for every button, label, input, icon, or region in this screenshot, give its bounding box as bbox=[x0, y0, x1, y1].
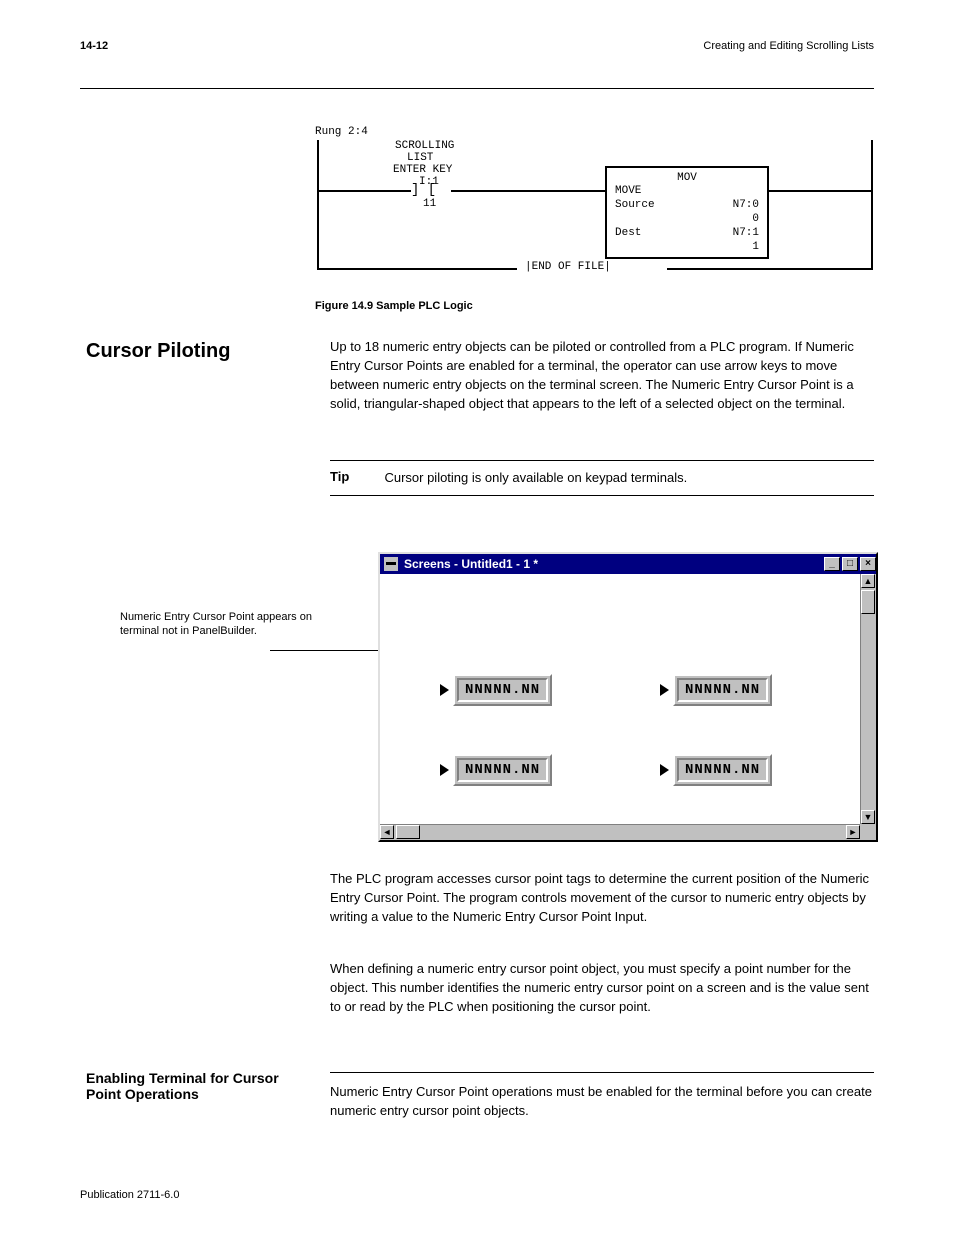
horizontal-scrollbar[interactable]: ◄ ► bbox=[380, 824, 860, 840]
section-body: Up to 18 numeric entry objects can be pi… bbox=[330, 338, 874, 413]
cursor-point-icon bbox=[440, 764, 449, 776]
minimize-button[interactable]: _ bbox=[824, 557, 840, 571]
mov-val: 1 bbox=[752, 241, 759, 253]
entry-field[interactable]: NNNNN.NN bbox=[677, 678, 768, 702]
end-of-file-label: |END OF FILE| bbox=[525, 261, 611, 273]
numeric-entry-object[interactable]: NNNNN.NN bbox=[440, 674, 552, 706]
rung-label: Rung 2:4 bbox=[315, 126, 368, 138]
cursor-point-icon bbox=[660, 684, 669, 696]
cursor-point-icon bbox=[660, 764, 669, 776]
mov-val: N7:0 bbox=[733, 199, 759, 211]
mov-subtitle: MOVE bbox=[615, 185, 641, 197]
tip-label: Tip bbox=[330, 469, 380, 484]
entry-field[interactable]: NNNNN.NN bbox=[457, 678, 548, 702]
numeric-entry-object[interactable]: NNNNN.NN bbox=[440, 754, 552, 786]
page-number: 14-12 bbox=[80, 40, 108, 52]
contact-bit: 11 bbox=[423, 198, 436, 210]
callout-text: Numeric Entry Cursor Point appears on te… bbox=[120, 610, 320, 639]
cursor-point-icon bbox=[440, 684, 449, 696]
page-title: Creating and Editing Scrolling Lists bbox=[703, 40, 874, 52]
footer-publication: Publication 2711-6.0 bbox=[80, 1189, 179, 1201]
scroll-down-button[interactable]: ▼ bbox=[861, 810, 875, 824]
rung-seg bbox=[769, 190, 871, 192]
vertical-scrollbar[interactable]: ▲ ▼ bbox=[860, 574, 876, 824]
window-title: Screens - Untitled1 - 1 * bbox=[404, 557, 538, 571]
rung-seg bbox=[667, 268, 871, 270]
rung-seg bbox=[319, 268, 517, 270]
rung-seg bbox=[319, 190, 411, 192]
screens-window: Screens - Untitled1 - 1 * _ □ × NNNNN.NN… bbox=[378, 552, 878, 842]
body-paragraph: When defining a numeric entry cursor poi… bbox=[330, 960, 874, 1017]
close-button[interactable]: × bbox=[860, 557, 876, 571]
size-grip[interactable] bbox=[860, 824, 876, 840]
maximize-button[interactable]: □ bbox=[842, 557, 858, 571]
rung-seg bbox=[451, 190, 605, 192]
contact-symbol: ] [ bbox=[411, 182, 436, 198]
ladder-top-label: ENTER KEY bbox=[393, 164, 452, 176]
ladder-diagram: Rung 2:4 SCROLLING LIST ENTER KEY I:1 ] … bbox=[315, 140, 875, 320]
scroll-thumb[interactable] bbox=[861, 590, 875, 614]
body-paragraph: The PLC program accesses cursor point ta… bbox=[330, 870, 874, 927]
section-heading-cursor-piloting: Cursor Piloting bbox=[86, 340, 230, 363]
ladder-caption: Figure 14.9 Sample PLC Logic bbox=[315, 300, 473, 312]
scroll-left-button[interactable]: ◄ bbox=[380, 825, 394, 839]
mov-row: Dest bbox=[615, 227, 641, 239]
ladder-top-label: SCROLLING bbox=[395, 140, 454, 152]
scroll-right-button[interactable]: ► bbox=[846, 825, 860, 839]
side-heading-enabling: Enabling Terminal for Cursor Point Opera… bbox=[86, 1070, 306, 1102]
body-paragraph: Numeric Entry Cursor Point operations mu… bbox=[330, 1073, 874, 1121]
header-rule bbox=[80, 88, 874, 89]
rail-left bbox=[317, 140, 319, 270]
entry-field[interactable]: NNNNN.NN bbox=[677, 758, 768, 782]
scroll-up-button[interactable]: ▲ bbox=[861, 574, 875, 588]
mov-val: 0 bbox=[752, 213, 759, 225]
window-titlebar[interactable]: Screens - Untitled1 - 1 * _ □ × bbox=[380, 554, 876, 574]
ladder-top-label: LIST bbox=[407, 152, 433, 164]
tip-text: Cursor piloting is only available on key… bbox=[384, 469, 854, 487]
entry-field[interactable]: NNNNN.NN bbox=[457, 758, 548, 782]
mov-val: N7:1 bbox=[733, 227, 759, 239]
scroll-thumb[interactable] bbox=[396, 825, 420, 839]
window-client-area: NNNNN.NN NNNNN.NN NNNNN.NN NNNNN.NN bbox=[380, 574, 860, 824]
tip-rule-bottom bbox=[330, 495, 874, 496]
numeric-entry-object[interactable]: NNNNN.NN bbox=[660, 674, 772, 706]
rail-right bbox=[871, 140, 873, 270]
system-menu-icon[interactable] bbox=[384, 557, 398, 571]
mov-title: MOV bbox=[607, 168, 767, 184]
page-header: 14-12 Creating and Editing Scrolling Lis… bbox=[80, 40, 874, 52]
mov-block: MOV MOVE Source N7:0 0 Dest N7:1 1 bbox=[605, 166, 769, 259]
mov-row: Source bbox=[615, 199, 655, 211]
numeric-entry-object[interactable]: NNNNN.NN bbox=[660, 754, 772, 786]
